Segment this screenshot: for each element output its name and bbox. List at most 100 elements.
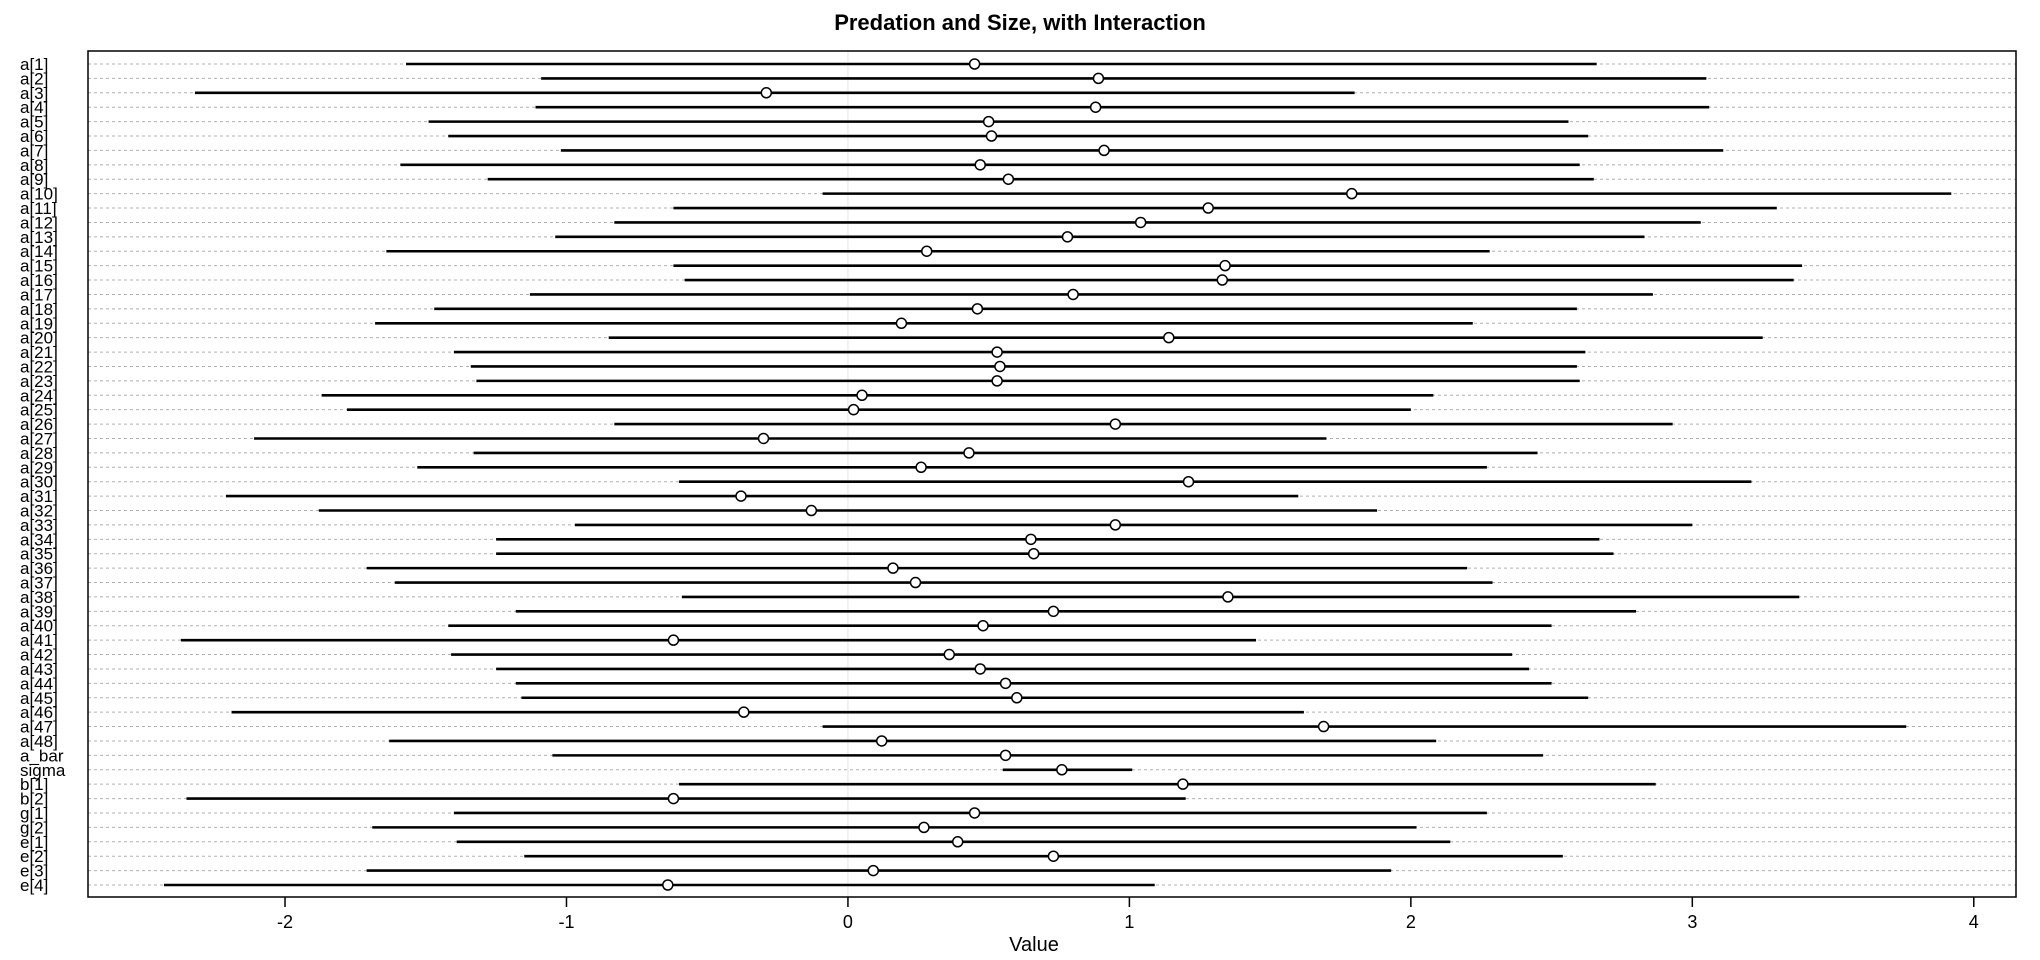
row-label: a[17] bbox=[20, 285, 58, 304]
row-label: a[26] bbox=[20, 415, 58, 434]
row-label: g[1] bbox=[20, 804, 48, 823]
mean-point bbox=[1089, 101, 1102, 113]
mean-point bbox=[1092, 72, 1105, 85]
row-label: a[18] bbox=[20, 300, 58, 319]
mean-point bbox=[1002, 173, 1015, 185]
row-label: a[5] bbox=[20, 113, 48, 132]
mean-point bbox=[1222, 591, 1234, 603]
mean-point bbox=[974, 663, 986, 675]
row-label: a[43] bbox=[20, 660, 58, 679]
row-label: a[10] bbox=[20, 185, 58, 204]
row-label: a[7] bbox=[20, 141, 48, 160]
mean-point bbox=[1109, 519, 1122, 531]
mean-point bbox=[1216, 274, 1229, 286]
row-label: e[1] bbox=[20, 833, 48, 852]
row-label: a[35] bbox=[20, 545, 58, 564]
mean-point bbox=[971, 303, 984, 315]
row-label: a[40] bbox=[20, 617, 58, 636]
mean-point bbox=[1056, 764, 1068, 776]
mean-point bbox=[1177, 778, 1189, 790]
row-label: a[27] bbox=[20, 429, 58, 448]
x-tick-label: -2 bbox=[277, 912, 293, 932]
mean-point bbox=[921, 245, 933, 257]
row-gridlines bbox=[88, 63, 2016, 886]
mean-point bbox=[963, 447, 975, 459]
interval-lines bbox=[163, 62, 1952, 887]
row-label: a[15] bbox=[20, 257, 58, 276]
mean-point bbox=[918, 821, 930, 834]
mean-point bbox=[1098, 144, 1110, 157]
row-label: a[19] bbox=[20, 314, 58, 333]
mean-point bbox=[867, 864, 880, 877]
row-label: a[8] bbox=[20, 156, 48, 175]
row-labels: a[1]a[2]a[3]a[4]a[5]a[6]a[7]a[8]a[9]a[10… bbox=[20, 55, 66, 895]
mean-point bbox=[909, 576, 922, 589]
row-label: a[22] bbox=[20, 357, 58, 376]
mean-point bbox=[757, 432, 770, 445]
mean-point bbox=[662, 879, 674, 891]
row-label: a[25] bbox=[20, 401, 58, 420]
row-label: a[31] bbox=[20, 487, 58, 506]
plot-frame bbox=[87, 50, 2017, 898]
mean-point bbox=[1219, 259, 1231, 272]
mean-point bbox=[1109, 418, 1122, 430]
row-label: e[3] bbox=[20, 862, 48, 881]
mean-point bbox=[738, 706, 750, 718]
mean-point bbox=[887, 562, 899, 574]
mean-point bbox=[1027, 547, 1040, 560]
x-tick-label: -1 bbox=[558, 912, 574, 932]
row-label: a[14] bbox=[20, 242, 58, 261]
chart-title: Predation and Size, with Interaction bbox=[834, 10, 1206, 35]
mean-point bbox=[847, 403, 860, 416]
row-label: a[36] bbox=[20, 559, 58, 578]
mean-point bbox=[1067, 288, 1079, 301]
mean-point bbox=[1202, 202, 1214, 214]
mean-point bbox=[1061, 231, 1074, 243]
row-label: e[2] bbox=[20, 847, 48, 866]
row-label: a[39] bbox=[20, 602, 58, 621]
row-label: a[20] bbox=[20, 329, 58, 348]
row-label: a[11] bbox=[20, 199, 57, 218]
row-label: a[23] bbox=[20, 372, 58, 391]
mean-point bbox=[985, 130, 998, 142]
x-tick-label: 3 bbox=[1687, 912, 1697, 932]
mean-point bbox=[875, 735, 888, 747]
row-label: a[28] bbox=[20, 444, 58, 463]
mean-point bbox=[974, 159, 986, 171]
mean-point bbox=[667, 792, 680, 805]
row-label: b[2] bbox=[20, 790, 48, 809]
mean-point bbox=[1346, 187, 1358, 200]
mean-point bbox=[991, 375, 1003, 387]
mean-point bbox=[915, 461, 927, 474]
row-label: a[32] bbox=[20, 502, 58, 521]
row-label: a[3] bbox=[20, 84, 48, 103]
row-label: a[33] bbox=[20, 516, 58, 535]
mean-point bbox=[999, 677, 1012, 690]
row-label: a[47] bbox=[20, 718, 58, 737]
row-label: a[42] bbox=[20, 646, 58, 665]
row-label: a[24] bbox=[20, 386, 58, 405]
x-tick-label: 0 bbox=[843, 912, 853, 932]
mean-point bbox=[1025, 533, 1037, 546]
x-tick-label: 2 bbox=[1406, 912, 1416, 932]
mean-point bbox=[982, 115, 995, 128]
x-tick-label: 1 bbox=[1124, 912, 1134, 932]
mean-points bbox=[662, 58, 1358, 891]
row-label: a[29] bbox=[20, 458, 58, 477]
row-label: a[30] bbox=[20, 473, 58, 492]
mean-point bbox=[667, 634, 680, 646]
mean-point bbox=[968, 58, 981, 70]
row-label: sigma bbox=[20, 761, 66, 780]
row-label: a[9] bbox=[20, 170, 48, 189]
mean-point bbox=[895, 317, 908, 330]
mean-point bbox=[994, 360, 1006, 373]
row-label: a[34] bbox=[20, 530, 58, 549]
row-label: a[12] bbox=[20, 213, 58, 232]
row-label: g[2] bbox=[20, 818, 48, 837]
row-label: a[4] bbox=[20, 98, 48, 117]
mean-point bbox=[951, 836, 964, 848]
row-label: a[2] bbox=[20, 69, 48, 88]
row-label: a[6] bbox=[20, 127, 48, 146]
mean-point bbox=[1134, 216, 1147, 229]
